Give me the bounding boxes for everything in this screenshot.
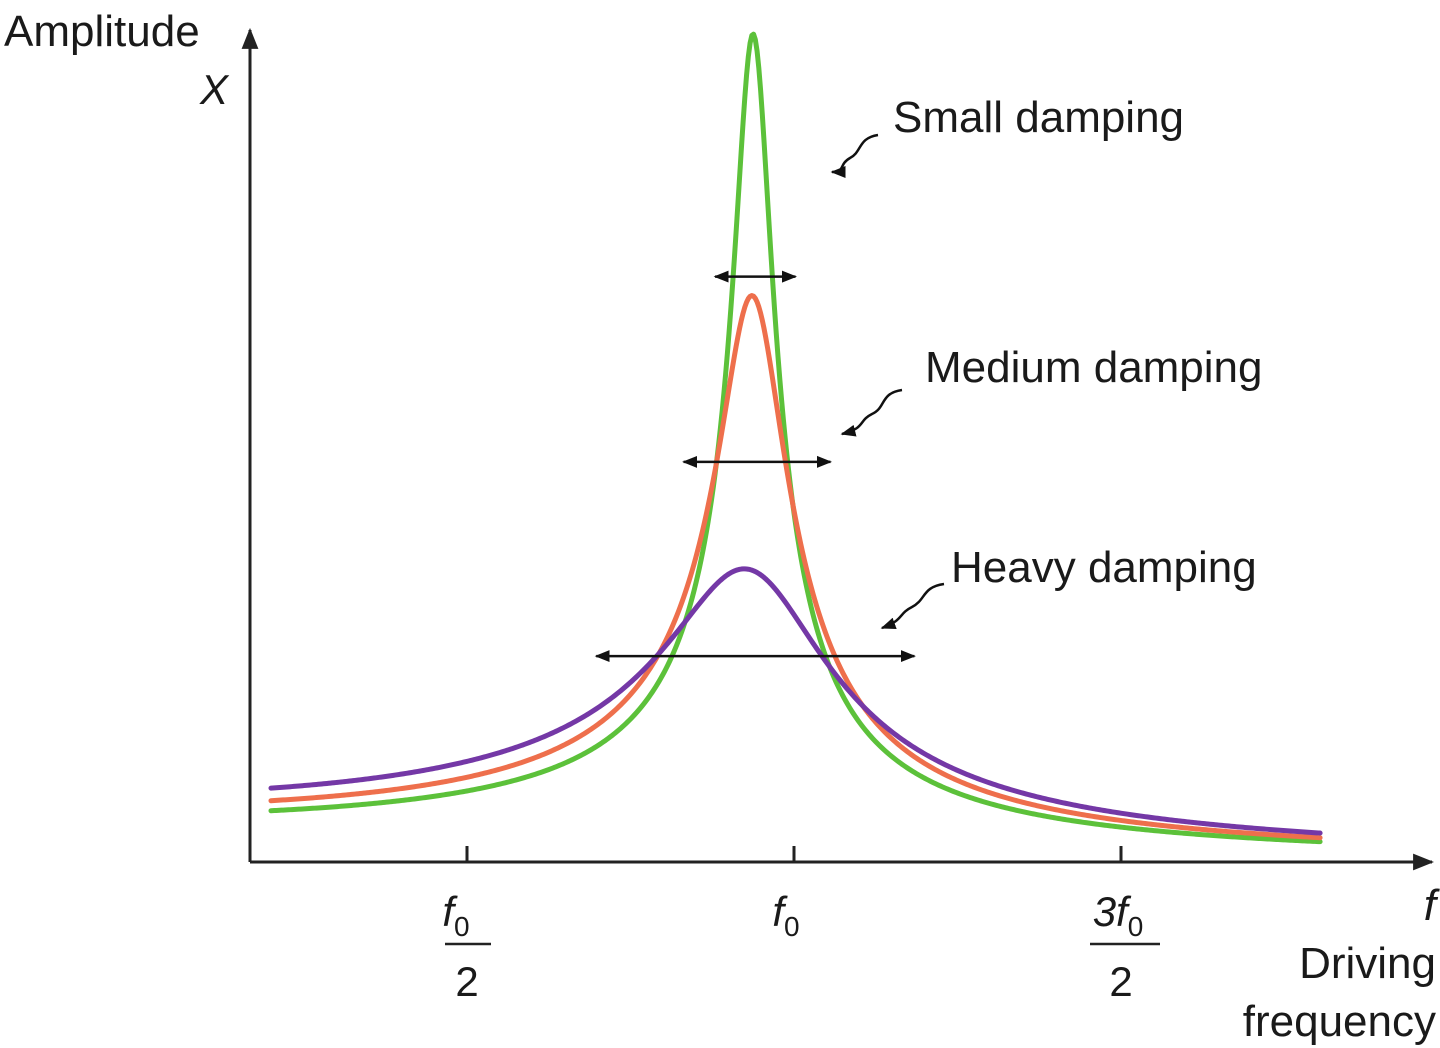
small-damping-leader	[830, 133, 879, 178]
heavy-damping-leader	[880, 582, 945, 630]
x-axis-symbol: f	[1424, 881, 1440, 930]
heavy-damping-curve	[268, 566, 1323, 836]
x-tick-label-half-numerator: f0	[442, 888, 469, 942]
medium-damping-leader	[840, 388, 903, 437]
small-damping-curve	[268, 31, 1323, 845]
x-tick-label-half-denominator: 2	[455, 958, 478, 1005]
small-damping-label: Small damping	[893, 93, 1184, 142]
medium-damping-label: Medium damping	[925, 343, 1263, 392]
x-tick-label-three-half-denominator: 2	[1109, 958, 1132, 1005]
x-tick-label-three-half-numerator: 3f0	[1093, 888, 1144, 942]
x-tick-label-f0: f0	[772, 888, 799, 942]
y-axis-symbol: X	[199, 66, 230, 113]
heavy-damping-label: Heavy damping	[951, 543, 1257, 592]
x-axis-label-line2: frequency	[1243, 997, 1436, 1046]
y-axis-label: Amplitude	[4, 7, 200, 56]
medium-damping-curve	[268, 293, 1323, 841]
x-axis-label-line1: Driving	[1299, 939, 1436, 988]
